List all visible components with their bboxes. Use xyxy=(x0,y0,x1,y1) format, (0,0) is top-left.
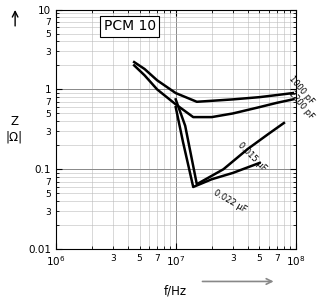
Text: 2200 pF: 2200 pF xyxy=(287,89,316,121)
Text: 1000 pF: 1000 pF xyxy=(287,74,316,106)
X-axis label: f/Hz: f/Hz xyxy=(164,285,187,298)
Text: 0.015 μF: 0.015 μF xyxy=(236,141,268,173)
Y-axis label: Z
|Ω|: Z |Ω| xyxy=(5,115,23,143)
Text: PCM 10: PCM 10 xyxy=(104,19,156,33)
Text: 0.022 μF: 0.022 μF xyxy=(212,188,248,214)
